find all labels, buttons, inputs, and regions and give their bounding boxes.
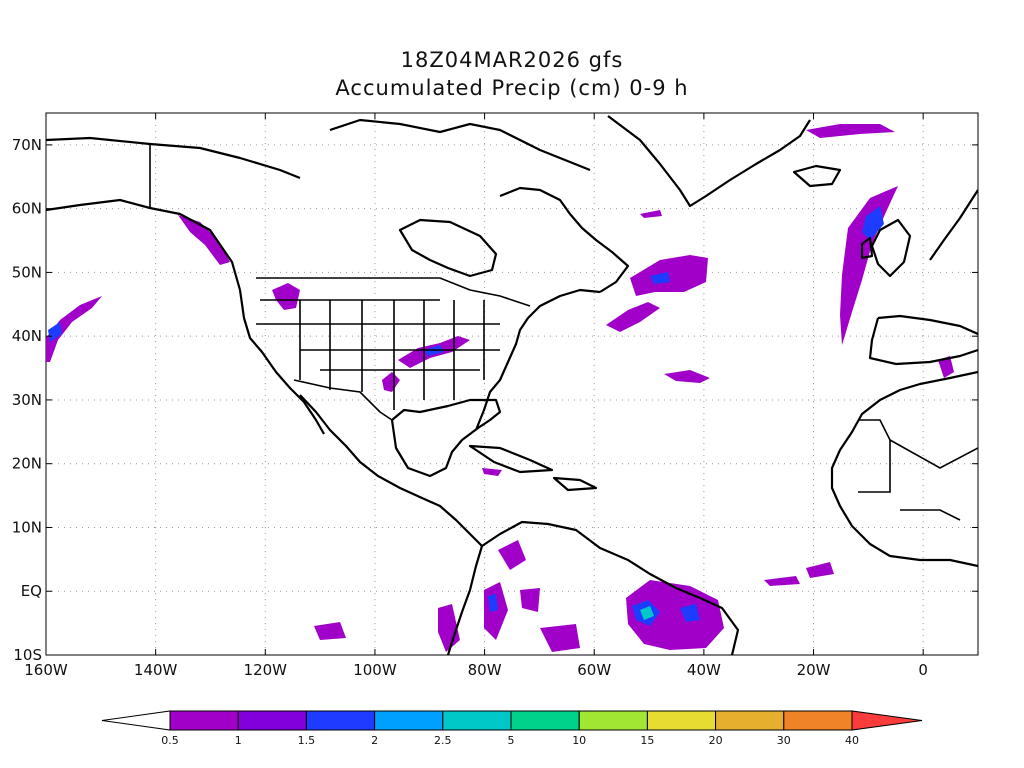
colorbar-swatch [578,710,648,731]
colorbar-label: 15 [640,734,654,747]
map-title-field: Accumulated Precip (cm) 0-9 h [335,76,689,100]
colorbar-swatch [374,710,444,731]
coast-mexico-west [299,394,483,547]
coast-hudson [398,218,498,278]
colorbar-swatch [783,710,853,731]
colorbar-swatch [442,710,512,731]
colorbar-label: 40 [845,734,859,747]
lon-tick-label: 0 [918,661,928,679]
precip-gulf-guinea [806,562,834,578]
precip-uk-band [840,186,898,345]
lon-tick-label: 20W [797,661,831,679]
map-frame [45,112,979,656]
coast-us-east [474,288,601,431]
colorbar-swatch [237,710,307,731]
colorbar-label: 30 [777,734,791,747]
lon-tick-label: 100W [353,661,397,679]
colorbar-upper-extension [851,710,923,731]
colorbar-swatch [646,710,717,731]
border-west-africa [858,419,978,521]
map-title-date: 18Z04MAR2026 gfs [400,48,624,72]
colorbar-lower-extension [101,710,171,731]
latitude-axis: 10S EQ 10N 20N 30N 40N 50N 60N 70N [12,136,978,664]
colorbar-label: 1 [235,734,242,747]
precip-cyan-brazil [640,606,654,620]
precip-colombia [498,540,526,570]
colorbar-label: 5 [508,734,515,747]
lat-tick-label: 50N [12,263,42,281]
colorbar-swatch [715,710,785,731]
colorbar-swatch [305,710,376,731]
border-us-states [256,299,500,410]
coast-africa [830,370,978,568]
precip-peru [438,604,460,652]
longitude-axis: 160W 140W 120W 100W 80W 60W 40W 20W 0 [24,113,928,679]
border-us-canada [256,277,531,307]
coast-alaska [46,136,301,291]
colorbar-label: 0.5 [161,734,179,747]
lat-tick-label: 70N [12,136,42,154]
coast-arctic-islands [329,118,591,172]
lat-tick-label: 40N [12,327,42,345]
lat-tick-label: 10S [13,646,42,664]
precip-heavy-areas [48,206,884,626]
precip-blue-uk [862,206,884,240]
coast-greenland [607,115,811,208]
coast-hispaniola [552,476,598,492]
lat-tick-label: 60N [12,200,42,218]
coast-us-west [238,289,325,435]
precip-texas [382,372,400,392]
precip-mid-atlantic [664,370,710,383]
precip-atlantic-eq [764,576,800,586]
coast-uk [860,218,912,278]
precip-blue-amazon [488,594,498,612]
lon-tick-label: 140W [134,661,178,679]
precip-pacific-eq [314,622,346,640]
coast-canada-east [499,186,630,293]
precip-greenland-east [806,124,895,138]
borders [149,144,978,521]
lat-tick-label: EQ [21,582,42,600]
lat-tick-label: 10N [12,518,42,536]
coast-scandinavia [929,189,978,261]
precip-caribbean [482,468,502,476]
precip-newfoundland [630,255,708,296]
precip-brazil-west [540,624,580,652]
colorbar-label: 2 [371,734,378,747]
border-us-mexico [293,379,393,421]
coast-iceland [792,164,842,188]
colorbar-swatch [510,710,580,731]
lon-tick-label: 40W [687,661,721,679]
lon-tick-label: 60W [577,661,611,679]
precip-blue-brazil2 [680,604,700,622]
coast-south-america [446,520,740,655]
colorbar-label: 20 [709,734,723,747]
lat-tick-label: 20N [12,455,42,473]
precip-alaska-coast [178,215,230,265]
lon-tick-label: 80W [468,661,502,679]
colorbar: 0.5 1 1.5 2 2.5 5 10 15 20 30 40 [101,710,923,747]
colorbar-label: 10 [572,734,586,747]
precip-iberia-east [938,356,954,378]
precip-blue-newfoundland [650,272,670,284]
coast-iberia [868,314,978,366]
precip-greenland-south [640,210,662,218]
precip-blue-pacific [48,322,62,342]
precip-idaho [272,283,300,310]
colorbar-label: 1.5 [298,734,316,747]
lon-tick-label: 160W [24,661,68,679]
precip-atlantic-band [606,302,660,332]
coast-gulf [390,398,502,478]
coastlines [46,115,978,655]
lat-tick-label: 30N [12,391,42,409]
colorbar-label: 2.5 [434,734,452,747]
coast-cuba [468,444,554,474]
precip-amazon-central [520,588,540,612]
colorbar-swatch [169,710,239,731]
lon-tick-label: 120W [244,661,288,679]
